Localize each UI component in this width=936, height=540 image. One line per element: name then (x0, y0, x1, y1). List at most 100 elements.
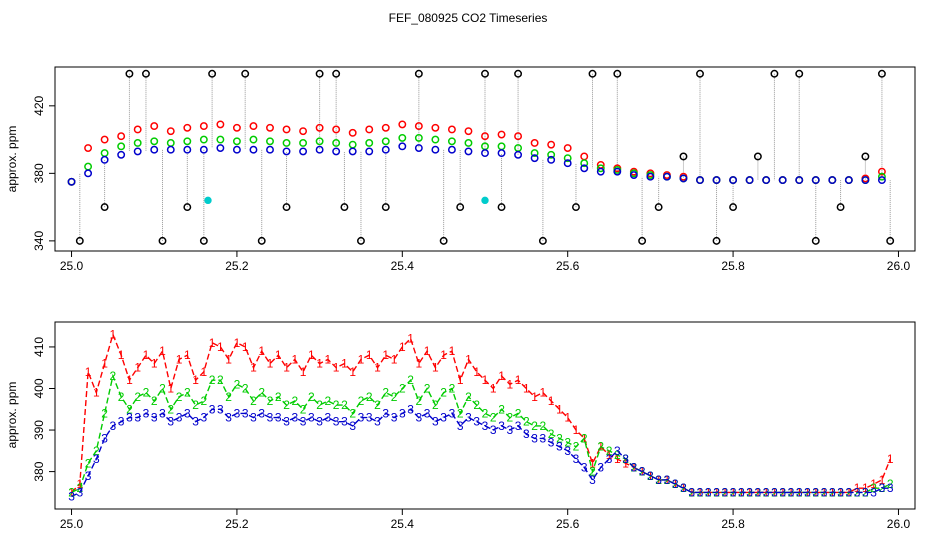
series-3-marker: 3 (672, 477, 679, 491)
series-2-point (249, 135, 258, 144)
series-1-marker: 1 (449, 344, 456, 358)
series-3-marker: 3 (234, 406, 241, 420)
series-2-point (381, 137, 390, 146)
series-3-marker: 3 (680, 481, 687, 495)
series-3-marker: 3 (664, 473, 671, 487)
series-3-marker: 3 (606, 452, 613, 466)
bottom-y-tick-label: 390 (32, 420, 46, 440)
series-1-marker: 1 (672, 477, 679, 491)
outlier-point (357, 236, 365, 245)
series-3-marker: 3 (730, 485, 737, 499)
series-1-point (580, 152, 589, 161)
series-3-marker: 3 (176, 411, 183, 425)
series-3-point (811, 176, 820, 185)
series-3-marker: 3 (879, 481, 886, 495)
series-3-point (762, 176, 771, 185)
series-1-marker: 1 (721, 485, 728, 499)
series-2-point (414, 133, 423, 142)
series-3-point (365, 147, 374, 156)
series-3-point (216, 144, 225, 152)
series-2-marker: 2 (225, 390, 232, 404)
outlier-point (481, 69, 489, 78)
series-1-marker: 1 (523, 381, 530, 395)
series-3-point (166, 145, 175, 154)
series-1-marker: 1 (432, 361, 439, 375)
series-1-marker: 1 (209, 336, 216, 350)
series-3-marker: 3 (713, 485, 720, 499)
series-2-marker: 2 (275, 390, 282, 404)
series-3-marker: 3 (382, 406, 389, 420)
series-2-marker: 2 (862, 485, 869, 499)
series-1-marker: 1 (201, 365, 208, 379)
outlier-point (340, 203, 349, 212)
series-1-marker: 1 (829, 485, 836, 499)
series-1-marker: 1 (846, 485, 853, 499)
outlier-point (158, 236, 167, 245)
series-3-marker: 3 (746, 485, 753, 499)
series-3-point (497, 149, 506, 158)
series-1-marker: 1 (291, 352, 298, 366)
series-3-marker: 3 (589, 473, 596, 487)
series-1-marker: 1 (440, 348, 447, 362)
series-1-marker: 1 (796, 485, 803, 499)
series-3-marker: 3 (217, 402, 224, 416)
series-3-marker: 3 (143, 406, 150, 420)
series-1-point (414, 122, 423, 131)
series-1-point (481, 132, 489, 141)
series-2-marker: 2 (465, 390, 472, 404)
series-2-marker: 2 (358, 394, 365, 408)
series-3-marker: 3 (812, 485, 819, 499)
series-2-point (299, 139, 308, 147)
series-1-marker: 1 (134, 361, 141, 375)
series-3-marker: 3 (506, 423, 513, 437)
series-1-marker: 1 (482, 373, 489, 387)
series-3-marker: 3 (308, 411, 315, 425)
series-3-marker: 3 (788, 485, 795, 499)
series-1-marker: 1 (540, 386, 547, 400)
series-2-marker: 2 (597, 440, 604, 454)
series-1-marker: 1 (548, 394, 555, 408)
outlier-point (208, 69, 217, 78)
series-3-marker: 3 (416, 411, 423, 425)
series-2-marker: 2 (85, 456, 92, 470)
series-3-point (662, 172, 671, 181)
series-2-point (332, 139, 341, 147)
series-2-marker: 2 (870, 481, 877, 495)
series-3-point (877, 176, 886, 185)
series-3-marker: 3 (366, 411, 373, 425)
series-3-point (547, 155, 556, 164)
series-1-point (431, 123, 440, 132)
series-1-marker: 1 (275, 348, 282, 362)
series-3-point (299, 147, 308, 156)
series-3-marker: 3 (283, 415, 290, 429)
series-2-marker: 2 (93, 444, 100, 458)
outlier-point (877, 69, 886, 78)
series-3-marker: 3 (167, 415, 174, 429)
series-1-marker: 1 (424, 344, 431, 358)
series-3-marker: 3 (134, 411, 141, 425)
series-1-marker: 1 (862, 481, 869, 495)
series-3-marker: 3 (581, 460, 588, 474)
series-1-marker: 1 (325, 352, 332, 366)
series-1-point (530, 139, 539, 147)
series-1-marker: 1 (564, 411, 571, 425)
series-2-marker: 2 (473, 398, 480, 412)
series-3-marker: 3 (432, 415, 439, 429)
series-1-point (547, 140, 556, 149)
outlier-point (257, 236, 266, 245)
series-2-marker: 2 (440, 386, 447, 400)
series-3-marker: 3 (225, 411, 232, 425)
series-2-marker: 2 (382, 386, 389, 400)
top-y-tick-label: 380 (32, 163, 46, 183)
series-3-point (464, 147, 473, 156)
outlier-point (497, 203, 506, 212)
series-3-point (712, 176, 721, 185)
series-1-marker: 1 (837, 485, 844, 499)
series-2-marker: 2 (837, 485, 844, 499)
series-1-marker: 1 (85, 365, 92, 379)
series-3-marker: 3 (399, 406, 406, 420)
series-3-marker: 3 (498, 419, 505, 433)
series-1-marker: 1 (192, 373, 199, 387)
series-3-marker: 3 (473, 415, 480, 429)
series-3-marker: 3 (465, 411, 472, 425)
